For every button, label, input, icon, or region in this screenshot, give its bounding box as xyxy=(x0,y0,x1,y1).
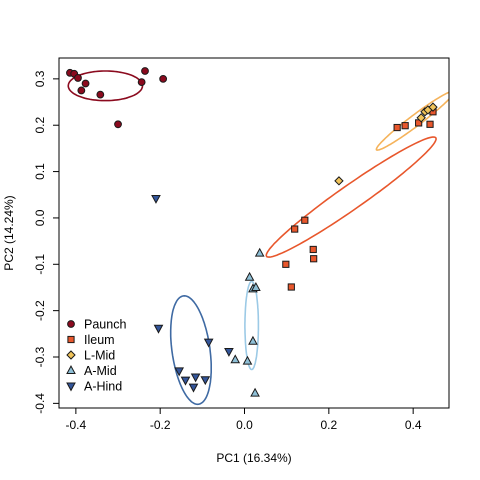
point-paunch xyxy=(159,74,168,83)
point-ileum xyxy=(301,216,309,224)
legend-label: Paunch xyxy=(84,318,126,332)
point-ileum xyxy=(282,260,290,268)
legend-marker-l-mid xyxy=(66,350,76,360)
point-a-mid xyxy=(251,282,261,291)
point-ileum xyxy=(291,225,299,233)
point-a-hind xyxy=(174,367,185,377)
plot-frame xyxy=(58,57,450,409)
x-axis: -0.4 -0.2 0.0 0.2 0.4 xyxy=(66,408,422,432)
point-l-mid xyxy=(334,176,344,186)
point-ileum xyxy=(393,123,401,132)
point-paunch xyxy=(77,86,86,95)
legend-label: A-Hind xyxy=(84,380,122,394)
point-a-hind xyxy=(151,194,161,204)
data-points xyxy=(66,67,438,397)
point-a-hind xyxy=(188,383,199,393)
point-a-hind xyxy=(180,376,191,386)
point-a-hind xyxy=(200,376,211,386)
legend-label: L-Mid xyxy=(84,349,115,363)
x-tick-label: 0.2 xyxy=(320,418,337,432)
ellipse-l-mid xyxy=(375,91,449,151)
x-tick-label: -0.4 xyxy=(66,418,87,432)
legend-label: Ileum xyxy=(84,333,115,347)
legend-marker-ileum xyxy=(67,335,75,344)
y-tick-label: 0.2 xyxy=(33,117,47,134)
ellipse-paunch xyxy=(67,70,144,102)
point-paunch xyxy=(96,90,105,99)
legend-marker-a-mid xyxy=(66,365,76,374)
legend-marker-paunch xyxy=(67,320,75,328)
point-a-mid xyxy=(254,247,265,257)
point-l-mid xyxy=(416,113,426,123)
point-a-mid xyxy=(248,335,258,345)
point-ileum xyxy=(426,120,434,128)
x-tick-label: -0.2 xyxy=(150,418,171,432)
y-tick-label: -0.1 xyxy=(33,254,47,275)
y-axis: -0.4 -0.3 -0.2 -0.1 0.0 0.1 0.2 0.3 xyxy=(33,70,59,414)
point-a-hind xyxy=(203,338,214,348)
point-paunch xyxy=(81,79,90,88)
x-axis-label: PC1 (16.34%) xyxy=(216,451,291,465)
ellipse-a-hind xyxy=(169,294,212,406)
y-axis-label: PC2 (14.24%) xyxy=(2,195,16,270)
ellipse-ileum xyxy=(265,136,437,258)
legend-marker-a-hind xyxy=(66,382,76,392)
point-ileum xyxy=(287,283,295,291)
point-paunch xyxy=(141,67,149,75)
y-tick-label: 0.1 xyxy=(33,163,47,180)
y-tick-label: -0.4 xyxy=(33,393,47,414)
point-ileum xyxy=(401,122,409,130)
point-a-mid xyxy=(242,355,253,365)
point-paunch xyxy=(74,74,82,82)
y-tick-label: 0.0 xyxy=(33,209,47,226)
y-tick-label: -0.3 xyxy=(33,346,47,367)
point-a-hind xyxy=(224,347,234,357)
y-tick-label: 0.3 xyxy=(33,70,47,87)
x-tick-label: 0.0 xyxy=(236,418,253,432)
legend-label: A-Mid xyxy=(84,364,117,378)
point-ileum xyxy=(309,245,317,254)
point-a-mid xyxy=(244,271,255,281)
x-tick-label: 0.4 xyxy=(405,418,422,432)
point-ileum xyxy=(310,255,318,263)
point-a-mid xyxy=(230,354,241,364)
point-a-hind xyxy=(190,373,201,383)
point-paunch xyxy=(137,78,146,87)
point-l-mid xyxy=(428,102,438,112)
point-a-mid xyxy=(250,387,260,397)
point-a-hind xyxy=(153,324,164,334)
point-paunch xyxy=(114,120,122,129)
y-tick-label: -0.2 xyxy=(33,300,47,321)
